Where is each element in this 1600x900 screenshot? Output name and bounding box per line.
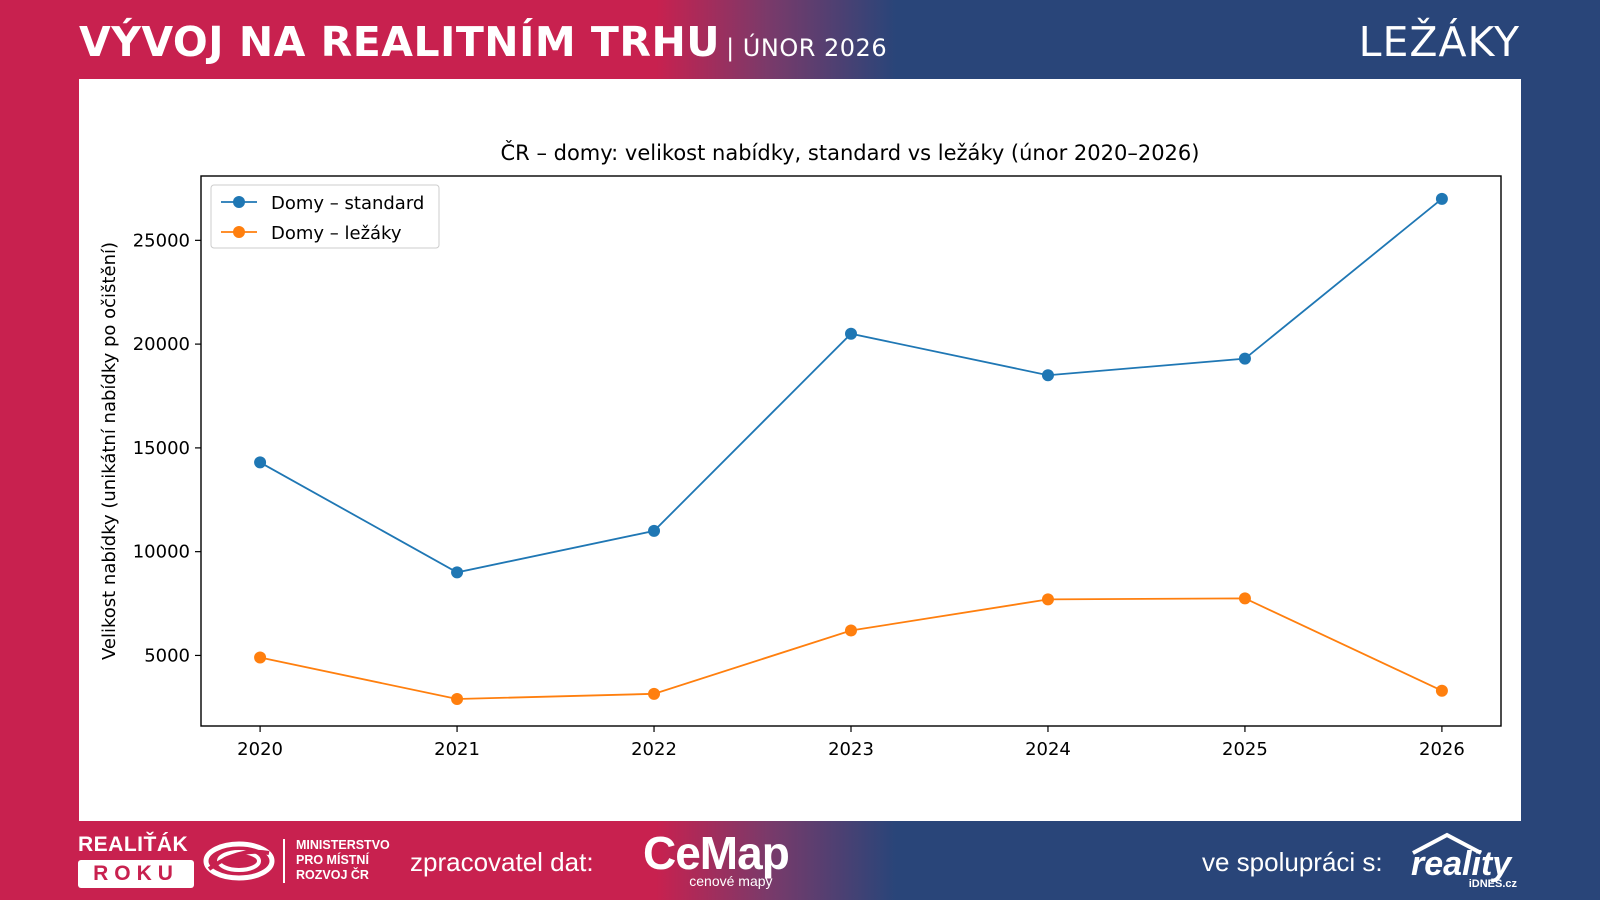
- cemap-logo: CeMap cenové mapy: [643, 827, 790, 889]
- data-point: [1238, 592, 1251, 605]
- x-tick-label: 2025: [1222, 739, 1268, 760]
- section-label: LEŽÁKY: [1358, 18, 1520, 66]
- y-tick-label: 25000: [133, 230, 190, 251]
- data-point: [845, 624, 857, 637]
- ministry-line-3: ROZVOJ ČR: [296, 868, 369, 882]
- ministry-line-1: MINISTERSTVO: [296, 838, 390, 852]
- x-tick-label: 2021: [434, 739, 480, 760]
- legend-swatch-marker: [233, 226, 245, 238]
- data-point: [1041, 369, 1054, 382]
- y-tick-label: 20000: [133, 334, 190, 355]
- y-tick-label: 5000: [144, 645, 190, 666]
- data-point: [254, 456, 267, 469]
- data-point: [1041, 593, 1054, 606]
- ministry-divider: [283, 839, 285, 883]
- data-point: [451, 566, 464, 579]
- legend: Domy – standard Domy – ležáky: [210, 184, 440, 249]
- chart-panel: ČR – domy: velikost nabídky, standard vs…: [79, 79, 1521, 821]
- ministry-emblem-icon: [203, 841, 275, 881]
- line-chart: ČR – domy: velikost nabídky, standard vs…: [99, 140, 1502, 760]
- ministry-name: MINISTERSTVO PRO MÍSTNÍ ROZVOJ ČR: [296, 838, 390, 883]
- y-tick-label: 10000: [133, 542, 190, 563]
- page-subtitle: | ÚNOR 2026: [726, 34, 888, 62]
- footer: REALIŤÁK ROKU MINISTERSTVO PRO MÍSTNÍ RO…: [0, 821, 1600, 900]
- plot-frame: [200, 175, 1502, 727]
- ministry-line-2: PRO MÍSTNÍ: [296, 853, 369, 867]
- reality-idnes-logo: reality iDNES.cz: [1411, 832, 1518, 890]
- chart-title: ČR – domy: velikost nabídky, standard vs…: [501, 140, 1200, 165]
- legend-box: [210, 184, 440, 249]
- x-tick-label: 2023: [828, 739, 874, 760]
- realitak-roku-logo: REALIŤÁK ROKU: [78, 833, 194, 888]
- page-title-text: VÝVOJ NA REALITNÍM TRHU: [79, 18, 721, 66]
- cemap-tagline: cenové mapy: [689, 873, 773, 889]
- partner-label: ve spolupráci s:: [1202, 847, 1383, 877]
- data-point: [1238, 352, 1251, 365]
- data-point: [648, 687, 661, 700]
- reality-wordmark: reality: [1411, 845, 1513, 883]
- legend-label: Domy – standard: [271, 193, 424, 214]
- reality-sub: iDNES.cz: [1469, 878, 1518, 890]
- cemap-wordmark: CeMap: [643, 827, 790, 879]
- data-point: [451, 693, 464, 706]
- y-axis-label: Velikost nabídky (unikátní nabídky po oč…: [99, 242, 120, 660]
- data-point: [845, 327, 857, 340]
- data-point: [648, 524, 661, 537]
- series-line-lezaky: [259, 597, 1443, 700]
- x-tick-label: 2026: [1419, 739, 1465, 760]
- plot-area: 2020 2021 2022 2023 2024 2025 2026 5000 10000 150…: [133, 192, 1465, 760]
- data-point: [1435, 684, 1448, 697]
- y-tick-label: 15000: [133, 438, 190, 459]
- page-title: VÝVOJ NA REALITNÍM TRHU | ÚNOR 2026: [79, 18, 887, 66]
- x-tick-label: 2020: [237, 739, 283, 760]
- data-point: [254, 651, 267, 664]
- award-line-2: ROKU: [78, 860, 194, 888]
- award-line-1: REALIŤÁK: [78, 833, 189, 856]
- data-processor-label: zpracovatel dat:: [410, 847, 594, 877]
- x-tick-label: 2024: [1025, 739, 1071, 760]
- series-line-standard: [259, 198, 1443, 574]
- legend-swatch-marker: [233, 196, 245, 208]
- data-point: [1435, 192, 1448, 205]
- x-tick-label: 2022: [631, 739, 677, 760]
- legend-label: Domy – ležáky: [271, 223, 402, 244]
